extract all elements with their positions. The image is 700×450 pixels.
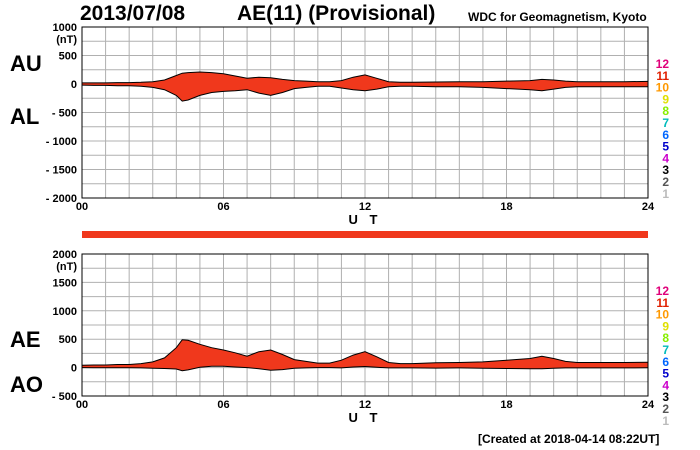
x-tick-label: 12 [359,201,371,213]
y-tick-label: - 1000 [46,136,77,148]
y-unit-label: (nT) [56,261,77,273]
au-label: AU [10,51,42,76]
x-tick-label: 06 [217,399,229,411]
y-tick-label: 0 [71,363,77,375]
station-count-label: 3 [662,163,669,177]
series-au-line [82,71,649,84]
y-tick-label: - 2000 [46,193,77,205]
station-count-label: 3 [662,390,669,404]
y-tick-label: - 500 [52,391,77,403]
x-tick-label: 24 [642,399,655,411]
series-al-line [81,84,648,102]
station-count-label: 5 [662,367,669,381]
top-area-fill [82,72,648,102]
series-ae-line [81,339,649,366]
created-timestamp: [Created at 2018-04-14 08:22UT] [478,432,660,446]
station-count-label: 11 [656,296,669,310]
station-count-label: 6 [662,355,669,369]
x-tick-label: 00 [76,399,88,411]
data-source-label: WDC for Geomagnetism, Kyoto [468,10,647,24]
station-count-label: 6 [662,128,669,142]
station-count-label: 9 [662,319,669,333]
chart-title: AE(11) (Provisional) [237,2,436,25]
x-axis-label: U T [349,410,382,425]
y-tick-label: 0 [71,79,77,91]
bottom-plot-frame [81,253,649,397]
chart-date: 2013/07/08 [80,2,186,25]
station-count-label: 2 [662,402,669,416]
x-tick-label: 24 [642,201,655,213]
data-status-bar [82,231,648,238]
bottom-area-fill [82,339,648,371]
x-tick-label: 06 [217,201,229,213]
y-unit-label: (nT) [56,34,77,46]
station-count-label: 10 [656,308,670,322]
station-count-label: 7 [662,343,669,357]
series-ao-line [81,365,649,372]
station-count-label: 4 [662,378,669,392]
y-tick-label: 1000 [53,22,77,34]
x-tick-label: 00 [76,201,88,213]
station-count-label: 12 [656,57,670,71]
station-count-label: 11 [656,69,669,83]
x-tick-label: 18 [500,399,512,411]
x-tick-label: 18 [500,201,512,213]
station-count-label: 8 [662,104,669,118]
station-count-label: 10 [656,81,670,95]
y-tick-label: 1500 [53,277,77,289]
station-count-label: 5 [662,140,669,154]
y-tick-label: 2000 [53,249,77,261]
station-count-label: 9 [662,92,669,106]
y-tick-label: 500 [59,51,77,63]
station-count-label: 1 [662,187,669,201]
ao-label: AO [10,372,43,397]
station-count-label: 7 [662,116,669,130]
station-count-label: 2 [662,175,669,189]
y-tick-label: 500 [59,334,77,346]
al-label: AL [10,104,40,129]
station-count-label: 12 [656,284,670,298]
y-tick-label: 1000 [53,306,77,318]
ae-label: AE [10,327,41,352]
top-plot-frame [81,26,649,199]
y-tick-label: - 500 [52,108,77,120]
station-count-label: 4 [662,151,669,165]
station-count-label: 1 [662,414,669,428]
x-tick-label: 12 [359,399,371,411]
station-count-label: 8 [662,331,669,345]
y-tick-label: - 1500 [46,165,77,177]
x-axis-label: U T [349,212,382,227]
